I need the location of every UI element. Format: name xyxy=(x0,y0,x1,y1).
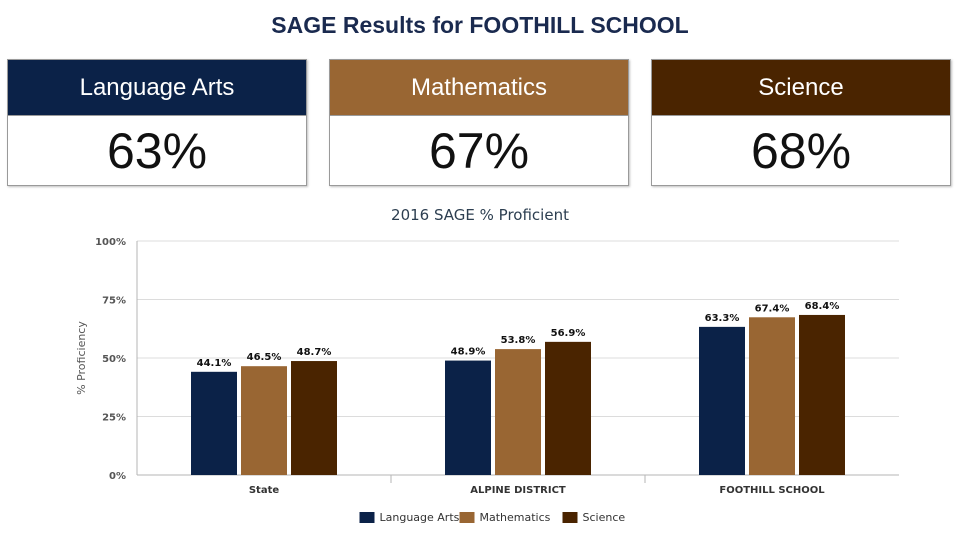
data-label: 63.3% xyxy=(705,313,740,324)
bar xyxy=(191,371,237,475)
bar xyxy=(241,366,287,475)
card-language-arts-label: Language Arts xyxy=(8,60,306,115)
legend-swatch xyxy=(459,512,475,523)
data-label: 68.4% xyxy=(805,301,840,312)
x-category-label: FOOTHILL SCHOOL xyxy=(719,485,825,496)
data-label: 56.9% xyxy=(551,328,586,339)
bar xyxy=(545,341,591,475)
bar xyxy=(445,360,491,475)
data-label: 44.1% xyxy=(197,358,232,369)
card-language-arts: Language Arts 63% xyxy=(7,59,307,186)
data-label: 53.8% xyxy=(501,335,536,346)
y-tick-label: 50% xyxy=(102,354,126,365)
y-tick-label: 0% xyxy=(109,471,126,482)
card-mathematics: Mathematics 67% xyxy=(329,59,629,186)
y-axis-label: % Proficiency xyxy=(75,321,88,395)
legend-label: Science xyxy=(583,511,626,524)
card-science-label: Science xyxy=(652,60,950,115)
data-label: 67.4% xyxy=(755,303,790,314)
y-tick-label: 25% xyxy=(102,413,126,424)
data-label: 46.5% xyxy=(247,352,282,363)
data-label: 48.7% xyxy=(297,347,332,358)
y-tick-label: 75% xyxy=(102,296,126,307)
legend-swatch xyxy=(562,512,578,523)
card-mathematics-value: 67% xyxy=(330,115,628,186)
x-category-label: ALPINE DISTRICT xyxy=(470,485,566,496)
bar xyxy=(699,326,745,475)
proficiency-bar-chart: 2016 SAGE % Proficient 0% 25% 50% 75% 100% % P… xyxy=(75,206,899,524)
legend-swatch xyxy=(359,512,375,523)
bar xyxy=(495,349,541,475)
legend-label: Language Arts xyxy=(380,511,460,524)
legend-label: Mathematics xyxy=(480,511,551,524)
data-label: 48.9% xyxy=(451,347,486,358)
card-science: Science 68% xyxy=(651,59,951,186)
bar xyxy=(291,361,337,475)
card-language-arts-value: 63% xyxy=(8,115,306,186)
bar xyxy=(799,314,845,475)
chart-title: 2016 SAGE % Proficient xyxy=(391,206,569,224)
page-title: SAGE Results for FOOTHILL SCHOOL xyxy=(271,12,689,38)
bar xyxy=(749,317,795,475)
card-science-value: 68% xyxy=(652,115,950,186)
y-tick-label: 100% xyxy=(95,237,126,248)
card-mathematics-label: Mathematics xyxy=(330,60,628,115)
x-category-label: State xyxy=(249,485,280,496)
